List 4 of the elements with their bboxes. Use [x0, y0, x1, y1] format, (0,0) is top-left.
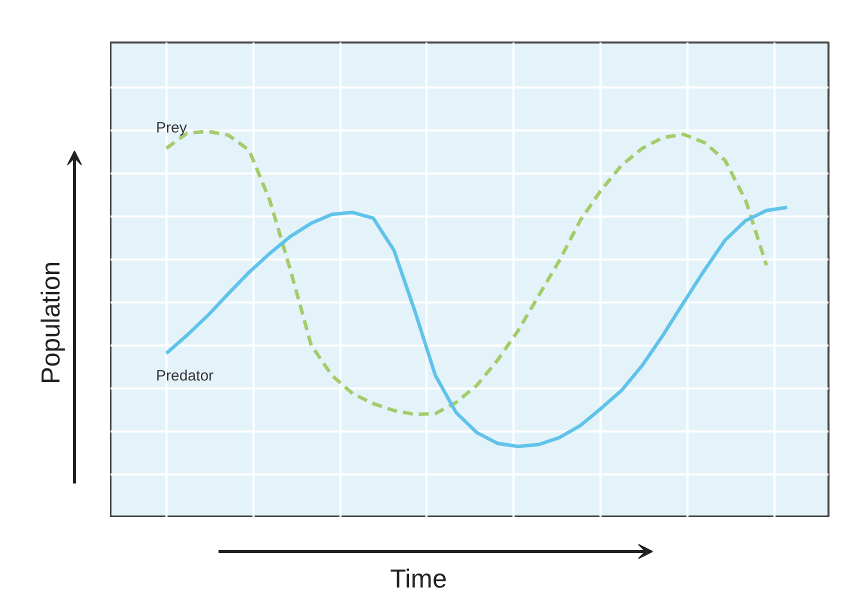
series-label: Predator: [156, 367, 214, 384]
y-axis-title: Population: [36, 261, 66, 384]
x-axis-title: Time: [390, 564, 447, 594]
series-label: Prey: [156, 119, 188, 136]
